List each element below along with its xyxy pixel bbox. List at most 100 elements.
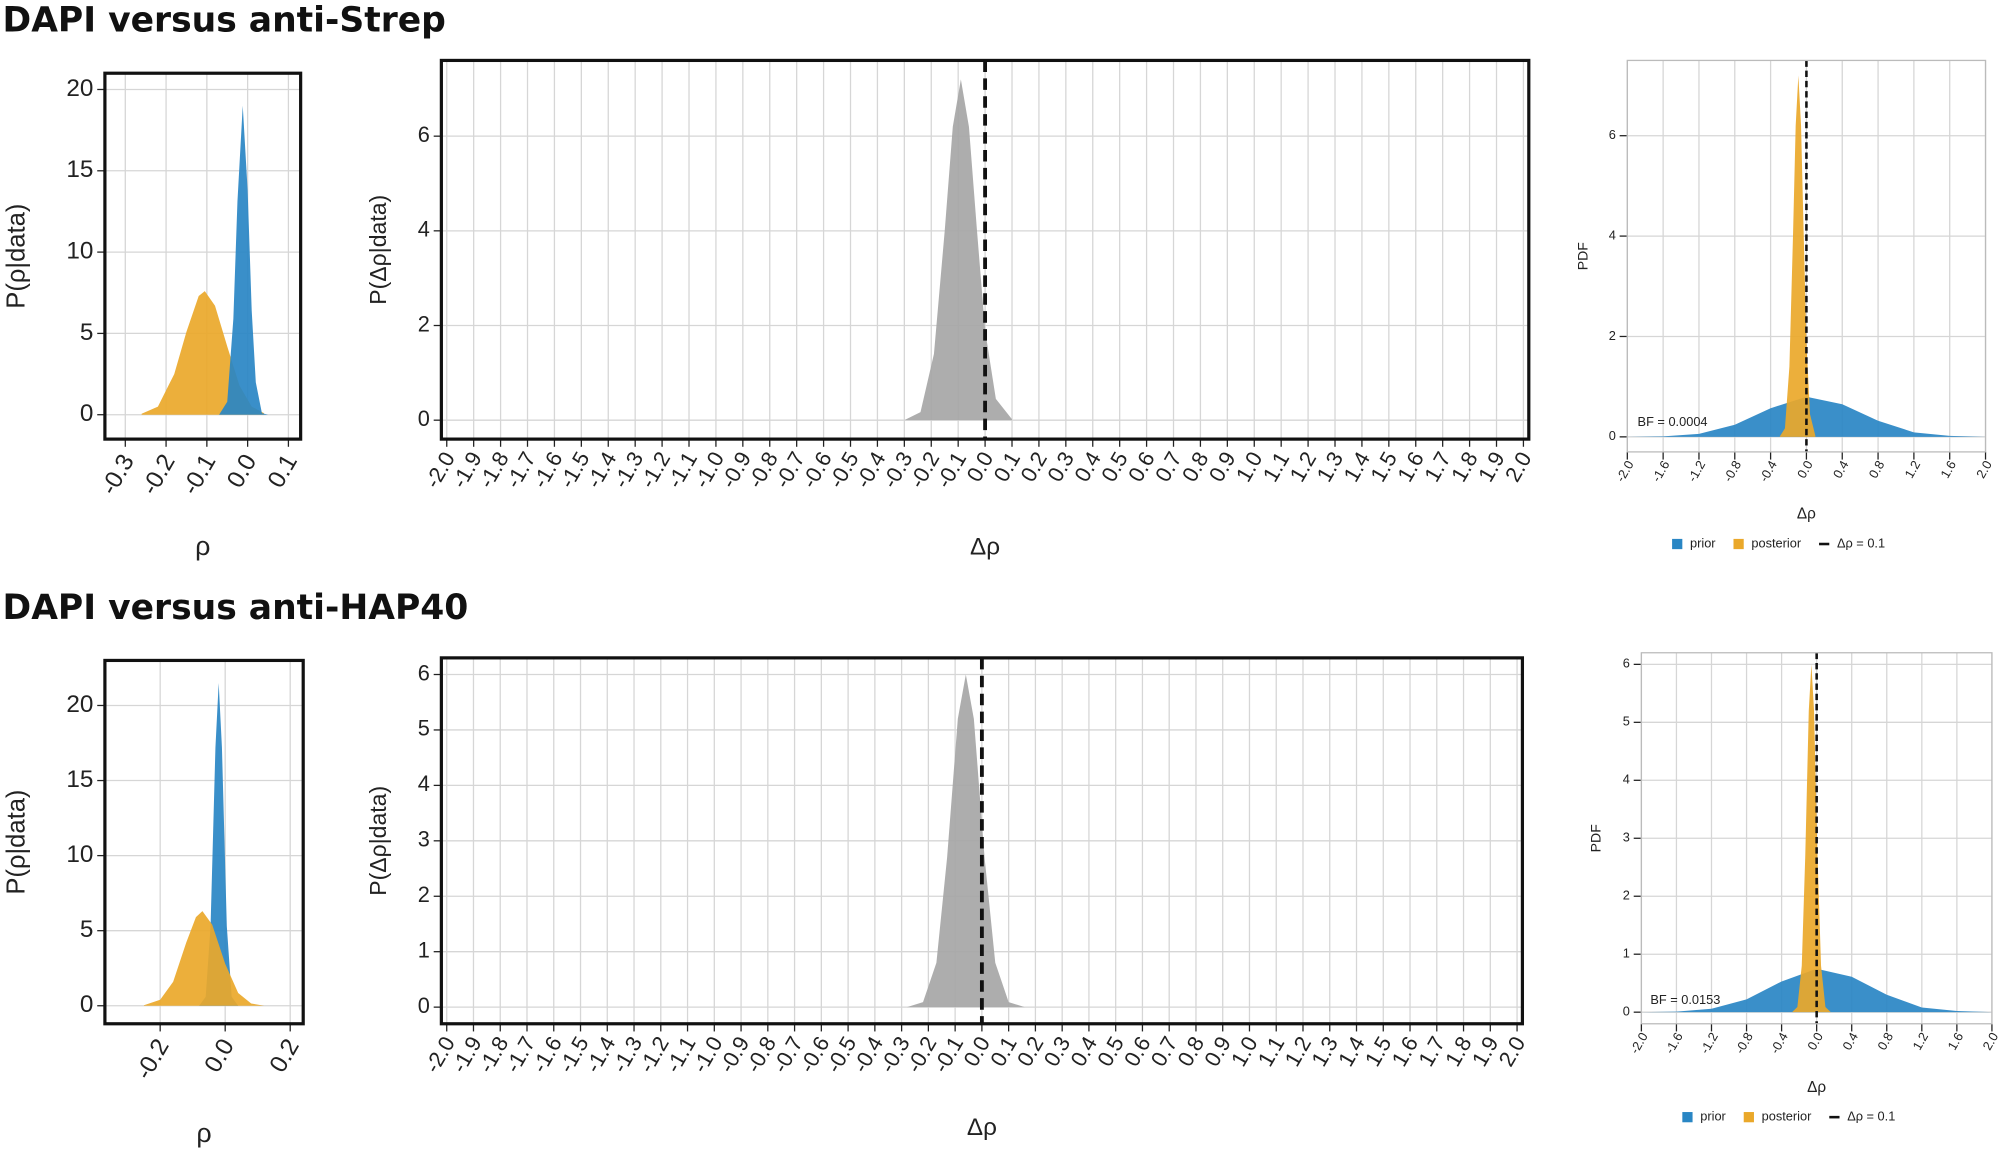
y-tick-label: 6 xyxy=(418,122,430,147)
x-tick-label: 0.0 xyxy=(222,450,262,493)
x-axis-label: Δρ xyxy=(970,533,1000,560)
x-tick-label: 1.2 xyxy=(1909,1030,1931,1053)
x-tick-label: 0.1 xyxy=(263,450,303,493)
legend-swatch xyxy=(1743,1112,1754,1123)
section-heading: DAPI versus anti-Strep xyxy=(3,1,446,41)
y-axis-label: PDF xyxy=(1575,242,1591,271)
y-tick-label: 10 xyxy=(66,238,93,265)
y-tick-label: 2 xyxy=(418,311,430,336)
y-tick-label: 20 xyxy=(66,75,93,102)
section-heading: DAPI versus anti-HAP40 xyxy=(3,588,469,628)
legend-swatch xyxy=(1672,538,1683,550)
x-tick-label: 0.2 xyxy=(265,1034,305,1077)
y-tick-label: 0 xyxy=(418,406,430,431)
y-tick-label: 6 xyxy=(1609,127,1616,142)
x-tick-label: 0.4 xyxy=(1839,1030,1861,1053)
panel: 0123456-2.0-1.9-1.8-1.7-1.6-1.5-1.4-1.3-… xyxy=(365,656,1530,1141)
x-tick-label: 0.4 xyxy=(1830,458,1852,481)
y-tick-label: 4 xyxy=(1609,227,1616,242)
x-tick-label: -0.4 xyxy=(1756,458,1780,485)
y-tick-label: 3 xyxy=(1623,830,1630,845)
y-axis-label: P(Δρ|data) xyxy=(365,786,391,896)
x-axis-label: Δρ xyxy=(1797,506,1816,523)
density-area xyxy=(906,674,1025,1008)
y-tick-label: 2 xyxy=(1623,888,1630,903)
x-axis-label: Δρ xyxy=(1807,1079,1826,1096)
x-tick-label: -0.2 xyxy=(130,1034,174,1084)
density-area xyxy=(143,911,265,1006)
y-axis-label: P(ρ|data) xyxy=(3,790,31,895)
x-tick-label: 0.8 xyxy=(1874,1030,1896,1053)
y-tick-label: 10 xyxy=(66,841,93,868)
y-tick-label: 0 xyxy=(1609,428,1616,443)
plot-frame xyxy=(1640,652,1993,1025)
y-axis-label: P(Δρ|data) xyxy=(365,195,391,305)
y-tick-label: 5 xyxy=(1623,714,1630,729)
x-tick-label: 2.0 xyxy=(1973,458,1995,481)
legend-label: prior xyxy=(1690,535,1716,550)
x-tick-label: 2.0 xyxy=(1493,1032,1530,1071)
panel: 0 5 10 15 20 -0.2 0.0 0.2 ρ P(ρ|data) xyxy=(3,658,305,1148)
legend-label: prior xyxy=(1700,1109,1726,1124)
x-axis-label: Δρ xyxy=(967,1114,997,1141)
x-tick-label: 2.0 xyxy=(1500,447,1537,486)
legend-label: Δρ = 0.1 xyxy=(1847,1109,1895,1124)
y-tick-label: 6 xyxy=(418,660,430,685)
legend-label: Δρ = 0.1 xyxy=(1837,535,1885,550)
density-area xyxy=(1792,664,1831,1013)
x-tick-label: -0.2 xyxy=(136,450,180,500)
x-tick-label: 2.0 xyxy=(1979,1030,2001,1053)
x-tick-label: -2.0 xyxy=(1613,458,1637,485)
x-tick-label: 0.0 xyxy=(1794,458,1816,481)
y-axis-label: P(ρ|data) xyxy=(3,204,31,309)
x-tick-label: -0.3 xyxy=(96,450,140,500)
y-tick-label: 0 xyxy=(80,400,94,427)
y-tick-label: 15 xyxy=(66,766,93,793)
plot-frame xyxy=(1626,59,1987,453)
density-area xyxy=(219,105,269,415)
x-tick-label: -0.8 xyxy=(1732,1030,1756,1057)
panel: 0 5 10 15 20 -0.3-0.2-0.1 0.0 0.1 ρ P(ρ|data) xyxy=(3,71,303,561)
x-tick-label: 1.2 xyxy=(1901,458,1923,481)
legend-label: posterior xyxy=(1751,535,1801,550)
y-axis-label: PDF xyxy=(1587,824,1603,853)
y-tick-label: 4 xyxy=(1623,772,1630,787)
plot-frame xyxy=(103,71,303,441)
x-tick-label: 1.6 xyxy=(1944,1030,1966,1053)
density-area xyxy=(904,79,1013,421)
y-tick-label: 5 xyxy=(80,319,94,346)
bf-annotation: BF = 0.0153 xyxy=(1650,992,1720,1007)
x-tick-label: -0.1 xyxy=(177,450,221,500)
legend-swatch xyxy=(1733,538,1744,550)
y-tick-label: 20 xyxy=(66,691,93,718)
y-tick-label: 4 xyxy=(418,771,430,796)
x-axis-label: ρ xyxy=(196,1118,211,1148)
x-tick-label: 1.6 xyxy=(1937,458,1959,481)
y-tick-label: 1 xyxy=(1623,946,1630,961)
y-tick-label: 6 xyxy=(1623,656,1630,671)
density-area xyxy=(199,682,239,1006)
x-tick-label: 0.8 xyxy=(1866,458,1888,481)
y-tick-label: 3 xyxy=(418,827,430,852)
x-tick-label: -1.2 xyxy=(1697,1030,1721,1057)
x-tick-label: -1.6 xyxy=(1648,458,1672,485)
panel: 0 1 2 3 4 5 6 -2.0 -1.6 -1.2 -0.8 -0.4 0.0 0.4 0.8 1.2 1… xyxy=(1587,652,2001,1124)
x-tick-label: -1.2 xyxy=(1684,458,1708,485)
y-tick-label: 5 xyxy=(80,916,94,943)
panel: 0246-2.0-1.9-1.8-1.7-1.6-1.5-1.4-1.3-1.2… xyxy=(365,58,1537,560)
plot-frame xyxy=(439,58,1531,441)
x-tick-label: 0.0 xyxy=(200,1034,240,1077)
bf-annotation: BF = 0.0004 xyxy=(1638,414,1708,429)
y-tick-label: 0 xyxy=(1623,1004,1630,1019)
plot-frame xyxy=(103,658,305,1026)
x-tick-label: -2.0 xyxy=(1627,1030,1651,1057)
density-area xyxy=(1779,75,1816,437)
x-tick-label: -0.8 xyxy=(1720,458,1744,485)
panel: 0 2 4 6 -2.0 -1.6 -1.2 -0.8 -0.4 0.0 0.4 0.8 1.2 1.6 2… xyxy=(1575,59,1995,550)
x-tick-label: -1.6 xyxy=(1662,1030,1686,1057)
plot-frame xyxy=(439,656,1525,1026)
y-tick-label: 15 xyxy=(66,156,93,183)
y-tick-label: 2 xyxy=(1609,328,1616,343)
